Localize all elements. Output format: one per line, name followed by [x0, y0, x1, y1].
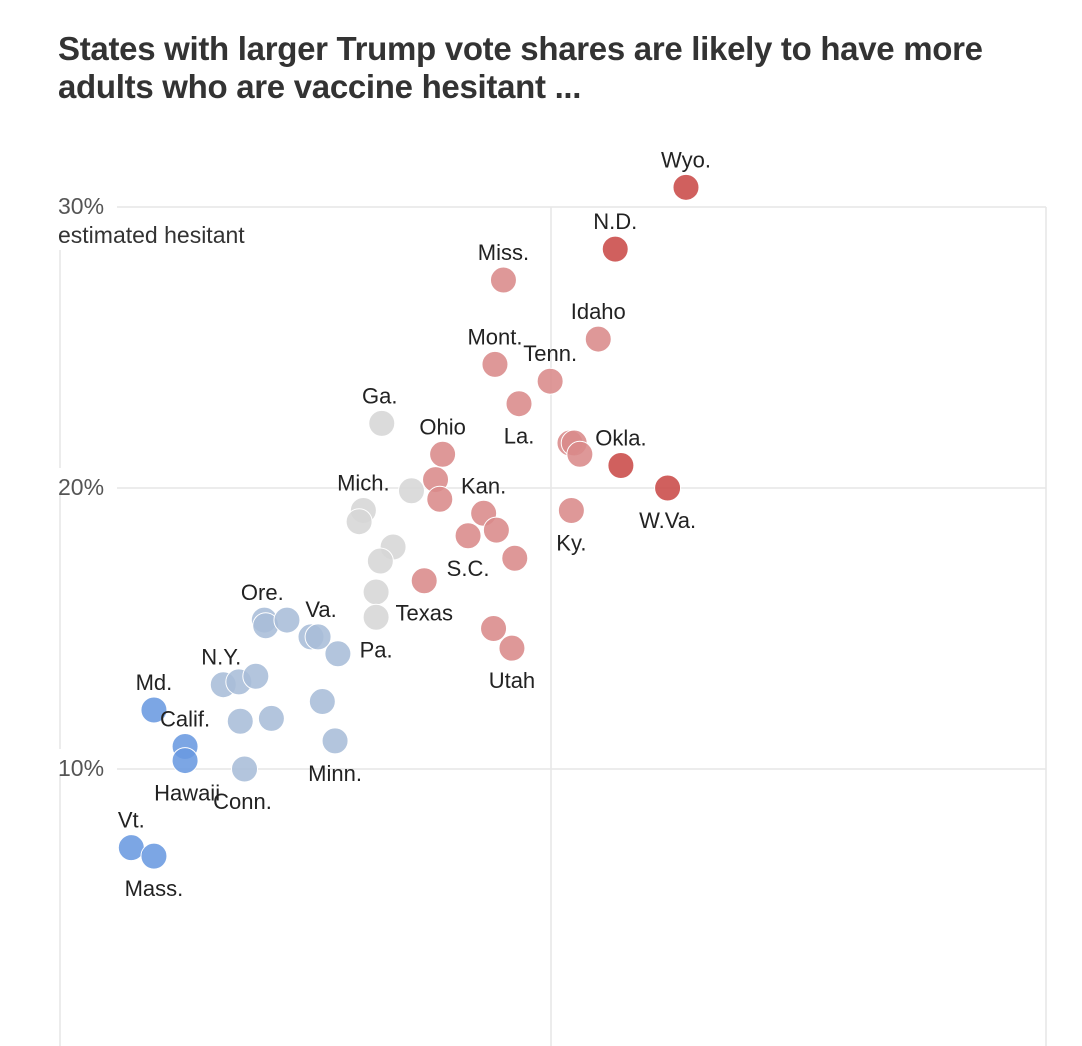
data-point [140, 842, 168, 870]
data-point [501, 544, 529, 572]
data-point [171, 747, 199, 775]
point-label: Idaho [571, 299, 626, 324]
data-point [584, 325, 612, 353]
point-label: Md. [136, 670, 173, 695]
point-label: N.Y. [201, 645, 241, 670]
data-point [321, 727, 349, 755]
point-label: Wyo. [661, 147, 711, 172]
point-label: Mich. [337, 470, 390, 495]
point-label: N.D. [593, 209, 637, 234]
data-point [362, 603, 390, 631]
point-label: Hawaii [154, 781, 220, 806]
data-point [482, 516, 510, 544]
y-tick-bg [55, 749, 117, 775]
point-label: Utah [489, 668, 535, 693]
data-point [489, 266, 517, 294]
y-axis: 10% 20% 30% estimated hesitant [55, 187, 285, 781]
point-label: W.Va. [639, 508, 696, 533]
data-point [368, 409, 396, 437]
data-point [140, 696, 168, 724]
data-point [505, 390, 533, 418]
point-label: Mass. [125, 876, 184, 901]
data-point [324, 640, 352, 668]
point-label: S.C. [447, 556, 490, 581]
data-point [410, 567, 438, 595]
data-point [231, 755, 259, 783]
data-point [117, 834, 145, 862]
data-point [345, 508, 373, 536]
data-point [426, 485, 454, 513]
point-label: Texas [395, 601, 452, 626]
point-label: Conn. [213, 789, 272, 814]
point-label: Va. [305, 597, 336, 622]
data-points [117, 173, 700, 870]
data-point [429, 440, 457, 468]
data-point [397, 477, 425, 505]
point-label: Vt. [118, 808, 145, 833]
data-point [480, 615, 508, 642]
point-label: La. [504, 424, 535, 449]
data-point [498, 634, 526, 662]
grid-lines [59, 206, 1047, 1046]
y-tick-label: 20% [58, 474, 104, 500]
point-label: Miss. [478, 240, 529, 265]
data-point [672, 173, 700, 201]
point-label: Ky. [556, 530, 586, 555]
point-labels: Md. Calif. Hawaii Vt. Mass. N.Y. Ore. Va. Conn. M… [118, 147, 711, 901]
data-point [536, 367, 564, 395]
data-point [273, 606, 301, 634]
point-label: Tenn. [523, 341, 577, 366]
y-tick-label: 10% [58, 755, 104, 781]
point-label: Kan. [461, 473, 506, 498]
point-label: Okla. [595, 426, 646, 451]
point-label: Ore. [241, 580, 284, 605]
data-point [362, 578, 390, 606]
y-tick-label: 30% [58, 193, 104, 219]
y-axis-label-bg [55, 218, 285, 250]
point-label: Pa. [360, 637, 393, 662]
data-point [566, 440, 594, 468]
data-point [557, 496, 585, 524]
data-point [257, 704, 285, 732]
data-point [654, 474, 682, 502]
data-point [242, 662, 270, 690]
point-label: Ga. [362, 383, 397, 408]
data-point [366, 547, 394, 575]
point-label: Mont. [467, 324, 522, 349]
point-label: Ohio [419, 414, 465, 439]
data-point [601, 235, 629, 263]
data-point [454, 522, 482, 550]
chart-title: States with larger Trump vote shares are… [58, 30, 983, 105]
data-point [226, 707, 254, 735]
y-tick-bg [55, 187, 117, 213]
point-label: Calif. [160, 707, 210, 732]
point-label: Minn. [308, 761, 362, 786]
data-point [607, 452, 635, 480]
data-point [304, 623, 332, 651]
data-point [308, 688, 336, 716]
y-tick-bg [55, 468, 117, 494]
y-axis-label: estimated hesitant [58, 222, 245, 248]
data-point [481, 350, 509, 378]
